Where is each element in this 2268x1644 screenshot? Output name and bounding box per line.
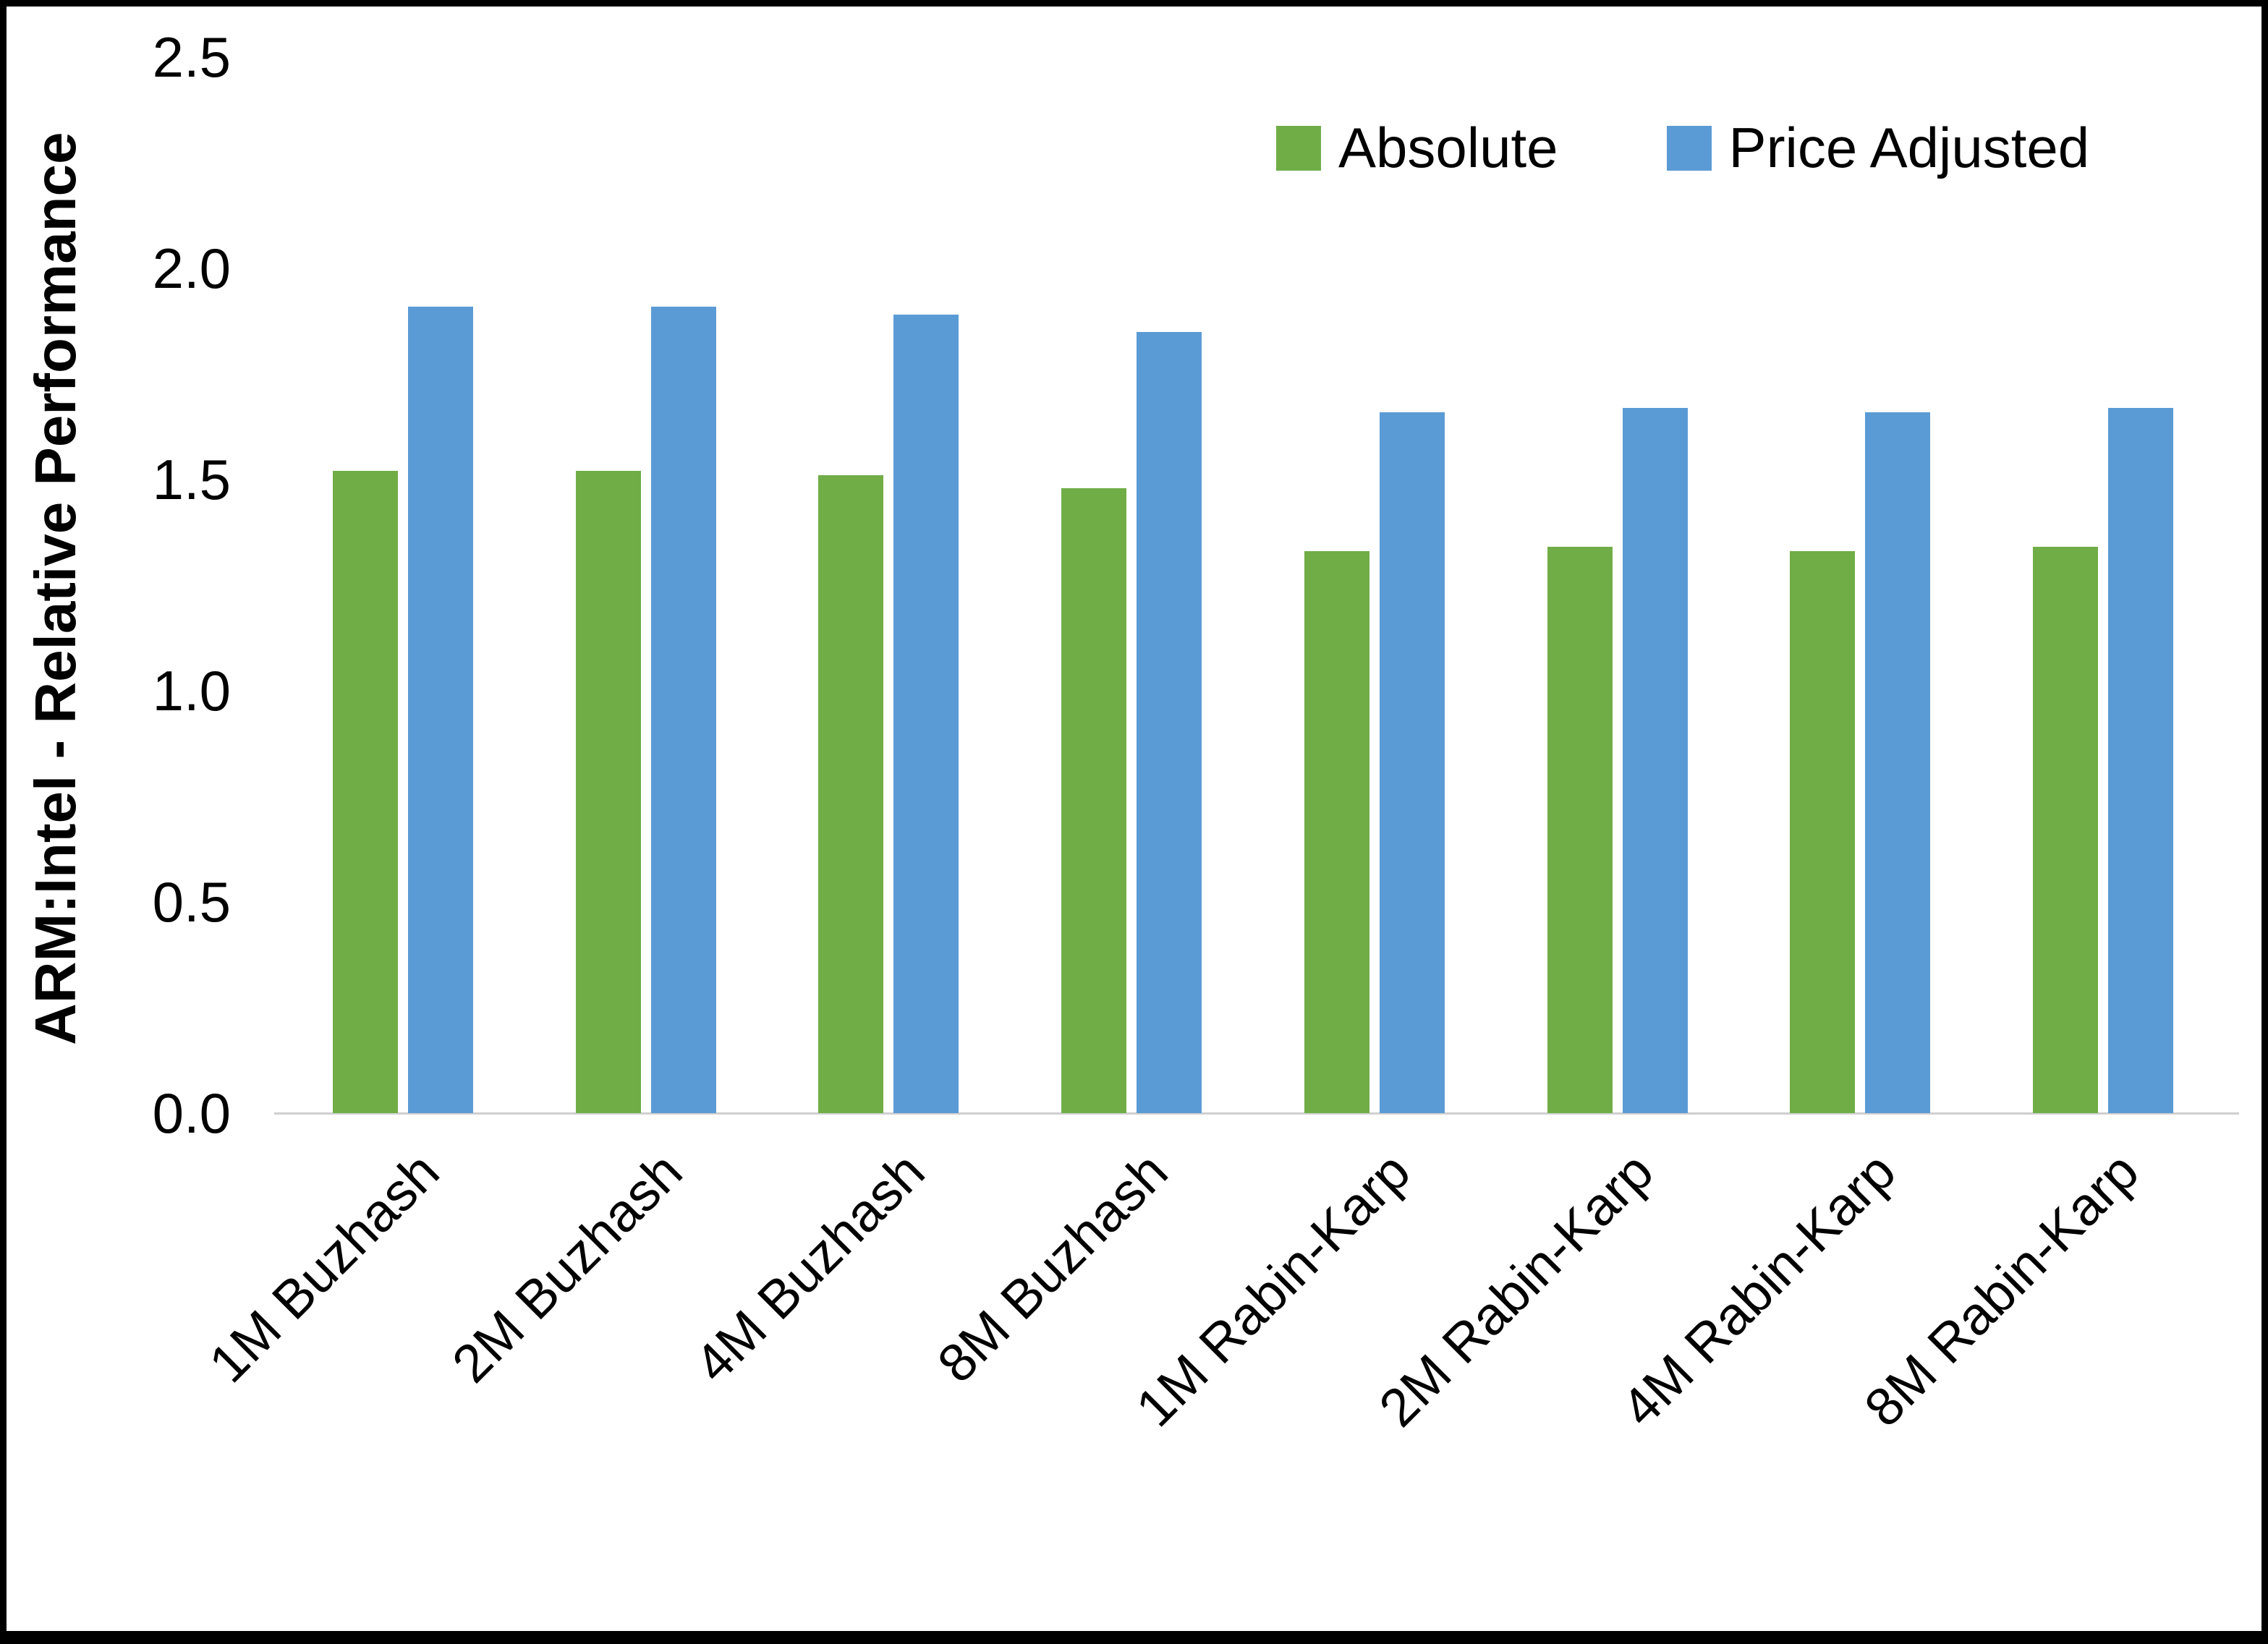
x-tick-label: 2M Buzhash	[440, 1141, 694, 1394]
legend-item-absolute: Absolute	[1276, 115, 1558, 181]
bar-absolute	[2033, 547, 2098, 1113]
bar-absolute	[333, 471, 398, 1113]
bar-price-adjusted	[1623, 408, 1688, 1113]
legend-label: Absolute	[1338, 116, 1558, 179]
legend: Absolute Price Adjusted	[1276, 115, 2089, 181]
bar-absolute	[818, 475, 883, 1113]
bar-absolute	[1790, 551, 1855, 1113]
bar-price-adjusted	[651, 307, 716, 1113]
y-axis-title: ARM:Intel - Relative Performance	[23, 132, 88, 1046]
chart-area: ARM:Intel - Relative Performance 0.0 0.5 1…	[7, 7, 2261, 1631]
y-tick-label: 0.0	[152, 1081, 231, 1145]
y-tick-label: 1.0	[152, 659, 231, 723]
plot-area: 1M Buzhash 2M Buzhash 4M Buzhash 8M Buzhash…	[198, 57, 2239, 1438]
y-tick-label: 1.5	[152, 448, 231, 511]
x-tick-label: 1M Buzhash	[197, 1141, 451, 1394]
bar-price-adjusted	[893, 315, 959, 1113]
legend-item-price-adjusted: Price Adjusted	[1666, 115, 2090, 181]
bar-absolute	[1061, 488, 1126, 1113]
x-tick-label: 8M Buzhash	[925, 1141, 1179, 1394]
legend-swatch-icon	[1666, 125, 1712, 171]
x-tick-label: 4M Buzhash	[682, 1141, 936, 1394]
y-tick-label: 2.0	[152, 237, 231, 300]
y-tick-label: 2.5	[152, 25, 231, 89]
bar-price-adjusted	[2108, 408, 2173, 1113]
bar-price-adjusted	[1137, 332, 1202, 1113]
bar-absolute	[576, 471, 641, 1113]
y-tick-label: 0.5	[152, 870, 231, 934]
bar-price-adjusted	[1865, 412, 1930, 1113]
x-axis-line	[274, 1112, 2239, 1115]
bar-absolute	[1304, 551, 1369, 1113]
legend-label: Price Adjusted	[1728, 116, 2090, 179]
legend-swatch-icon	[1276, 125, 1321, 171]
bar-absolute	[1547, 547, 1613, 1113]
bar-price-adjusted	[408, 307, 473, 1113]
bar-price-adjusted	[1380, 412, 1445, 1113]
